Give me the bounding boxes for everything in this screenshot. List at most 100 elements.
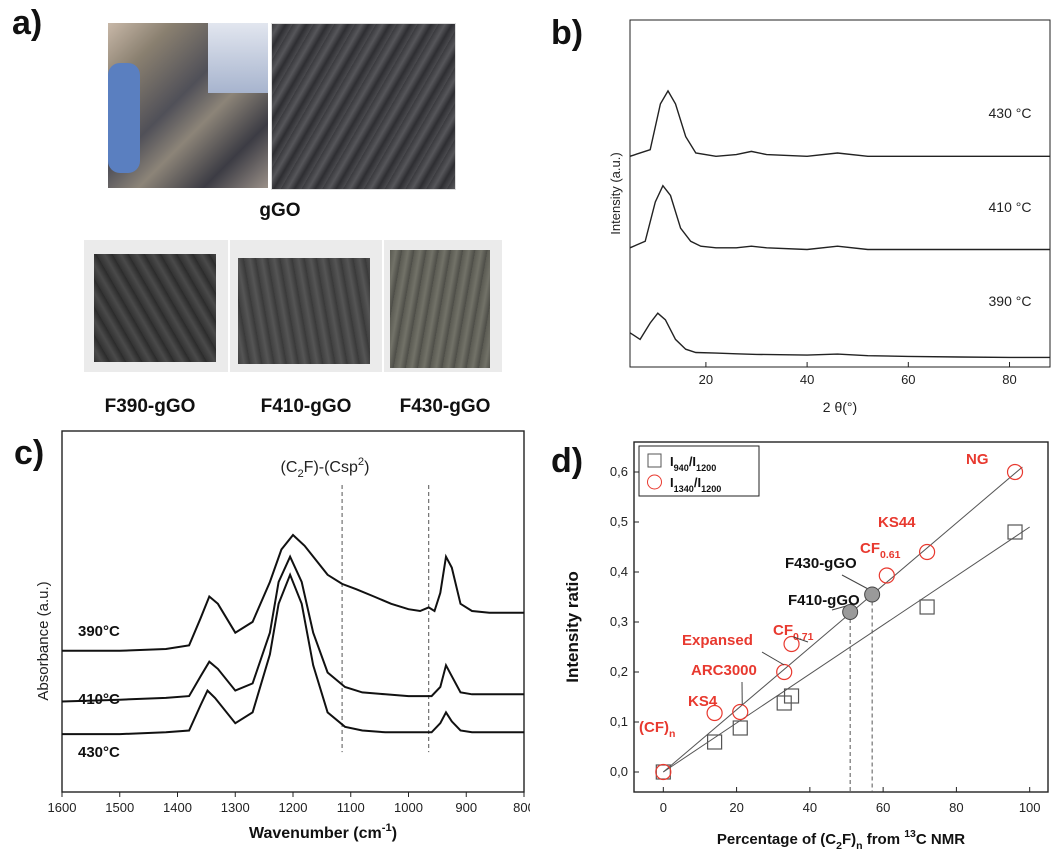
annotation-label: (C2F)-(Csp2)	[281, 456, 370, 480]
ratio-chart: 0 20 40 60 80 100 0,0 0,1 0,2 0,3 0,4 0,5 0,6 Intensi…	[563, 441, 1049, 851]
circle-point	[732, 703, 749, 721]
ftir-chart: 1600 1500 1400 1300 1200 1100 1000 900 800 Wavenu…	[35, 430, 530, 842]
legend-label-0: I940/I1200	[670, 454, 716, 473]
x-tick-label: 20	[729, 800, 743, 815]
point-label: CF0.71	[773, 622, 814, 643]
square-point	[732, 720, 748, 736]
f390-film	[94, 254, 216, 362]
ftir-series-2	[62, 572, 524, 736]
xrd-series-label: 410 °C	[989, 199, 1032, 215]
point-label: KS4	[688, 693, 718, 710]
point-label: CF0.61	[860, 540, 901, 561]
ftir-series-label: 410°C	[78, 691, 120, 708]
legend-label-1: I1340/I1200	[670, 475, 721, 494]
x-tick-label: 1400	[163, 800, 192, 815]
circle-point	[878, 567, 895, 584]
x-tick-label: 20	[699, 372, 713, 387]
point-label: (CF)n	[639, 719, 675, 740]
y-axis-label: Intensity ratio	[563, 571, 582, 682]
point-label: NG	[966, 451, 989, 468]
y-tick-label: 0,5	[610, 514, 628, 529]
photo-caption-f430: F430-gGO	[399, 396, 491, 417]
xrd-series-label: 430 °C	[989, 105, 1032, 121]
x-tick-label: 800	[513, 800, 530, 815]
square-point	[783, 688, 800, 704]
point-label: F430-gGO	[785, 555, 857, 572]
panel-a-label: a)	[12, 4, 43, 42]
label-leader-line	[793, 636, 809, 643]
y-tick-label: 0,1	[610, 714, 628, 729]
square-point	[707, 734, 723, 750]
pouch-shape	[208, 23, 268, 93]
ggo-hand-photo	[108, 23, 268, 188]
circle-point	[655, 763, 672, 781]
y-axis-label: Absorbance (a.u.)	[35, 581, 52, 700]
circle-point	[776, 663, 793, 681]
photo-caption-f390: F390-gGO	[104, 396, 196, 417]
x-tick-label: 60	[876, 800, 890, 815]
plot-frame	[629, 19, 1051, 368]
photo-caption-f410: F410-gGO	[260, 396, 352, 417]
glove-shape	[108, 63, 140, 173]
ftir-series-0	[62, 533, 524, 652]
ggo-point	[842, 604, 859, 620]
x-tick-label: 1200	[279, 800, 308, 815]
circle-point	[918, 543, 936, 561]
point-label: KS44	[878, 514, 916, 531]
legend-square-marker	[647, 453, 662, 468]
y-tick-label: 0,3	[610, 614, 628, 629]
y-tick-label: 0,2	[610, 664, 628, 679]
x-tick-label: 1300	[221, 800, 250, 815]
x-tick-label: 40	[803, 800, 817, 815]
x-axis-label: 2 θ(°)	[823, 399, 857, 415]
label-leader-line	[761, 651, 785, 666]
xrd-series-1	[629, 184, 1050, 251]
point-label: Expansed	[682, 632, 753, 649]
y-tick-label: 0,0	[610, 764, 628, 779]
circle-point	[783, 635, 800, 653]
square-point	[1007, 524, 1023, 540]
square-point	[919, 599, 935, 615]
y-tick-label: 0,4	[610, 564, 628, 579]
x-tick-label: 40	[800, 372, 814, 387]
f390-photo	[84, 240, 228, 372]
plot-frame	[61, 430, 525, 793]
f410-film	[238, 258, 370, 364]
panel-d-label: d)	[551, 442, 584, 480]
circle-point	[706, 704, 723, 722]
x-axis-label: Percentage of (C2F)n from 13C NMR	[717, 828, 965, 851]
x-tick-label: 1000	[394, 800, 423, 815]
x-tick-label: 1100	[337, 800, 365, 815]
x-tick-label: 100	[1019, 800, 1041, 815]
f410-photo	[230, 240, 382, 372]
y-axis-label: Intensity (a.u.)	[608, 152, 623, 234]
ftir-series-label: 430°C	[78, 744, 120, 761]
ftir-series-label: 390°C	[78, 623, 120, 640]
x-tick-label: 1600	[48, 800, 77, 815]
xrd-chart: 20 40 60 80 Intensity (a.u.) 2 θ(°) 430 °C 410 …	[608, 19, 1051, 415]
legend-circle-marker	[647, 474, 662, 490]
x-tick-label: 0	[660, 800, 667, 815]
label-leader-line	[831, 605, 847, 611]
x-tick-label: 60	[901, 372, 915, 387]
legend: I940/I1200 I1340/I1200	[638, 445, 760, 497]
point-label: ARC3000	[691, 662, 757, 679]
ggo-point	[864, 586, 881, 603]
f430-photo	[384, 240, 502, 372]
xrd-series-0	[629, 89, 1050, 158]
label-leader-line	[841, 574, 868, 589]
fit-line-1	[663, 526, 1030, 773]
panel-c-label: c)	[14, 434, 45, 472]
point-label: F410-gGO	[788, 592, 860, 609]
x-axis-label: Wavenumber (cm-1)	[249, 822, 397, 842]
xrd-series-label: 390 °C	[989, 293, 1032, 309]
ggo-film-photo	[271, 23, 456, 190]
x-tick-label: 80	[949, 800, 963, 815]
xrd-series-2	[629, 312, 1050, 359]
photo-caption-ggo: gGO	[259, 200, 301, 221]
f430-film	[390, 250, 490, 368]
ftir-series-1	[61, 554, 524, 703]
circle-point	[1006, 463, 1024, 481]
fit-line-0	[662, 466, 1023, 773]
x-tick-label: 900	[455, 800, 477, 815]
